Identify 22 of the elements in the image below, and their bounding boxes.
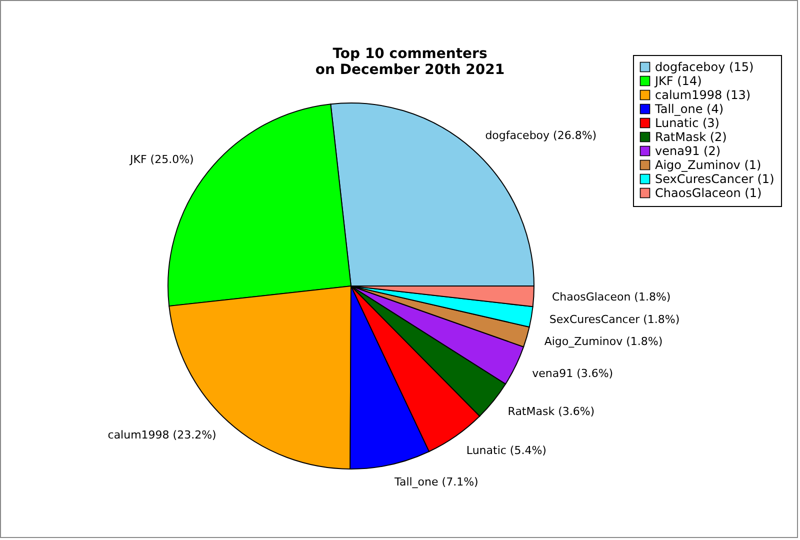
legend-label: vena91 (2): [655, 144, 721, 158]
text: on December 20th 2021: [315, 62, 505, 78]
legend-label: ChaosGlaceon (1): [655, 186, 762, 200]
legend-label: Aigo_Zuminov (1): [655, 158, 762, 172]
data-label: JKF (25.0%): [129, 153, 194, 166]
data-label: SexCuresCancer (1.8%): [549, 312, 680, 326]
data-label: calum1998 (23.2%): [108, 428, 216, 442]
legend-label: SexCuresCancer (1): [655, 172, 774, 186]
data-label: Aigo_Zuminov (1.8%): [544, 335, 663, 348]
legend-label: dogfaceboy (15): [655, 60, 754, 74]
legend-label: RatMask (2): [655, 130, 727, 144]
data-label: vena91 (3.6%): [532, 366, 614, 380]
legend-label: Lunatic (3): [655, 116, 720, 130]
legend-label: JKF (14): [654, 74, 702, 88]
legend-label: calum1998 (13): [655, 88, 751, 102]
text: Top 10 commenters: [332, 46, 488, 62]
data-label: Tall_one (7.1%): [394, 476, 478, 489]
legend-label: Tall_one (4): [654, 102, 724, 116]
data-label: Lunatic (5.4%): [466, 444, 546, 457]
data-label: RatMask (3.6%): [508, 405, 595, 418]
data-label: dogfaceboy (26.8%): [485, 128, 597, 142]
data-label: ChaosGlaceon (1.8%): [552, 290, 671, 304]
